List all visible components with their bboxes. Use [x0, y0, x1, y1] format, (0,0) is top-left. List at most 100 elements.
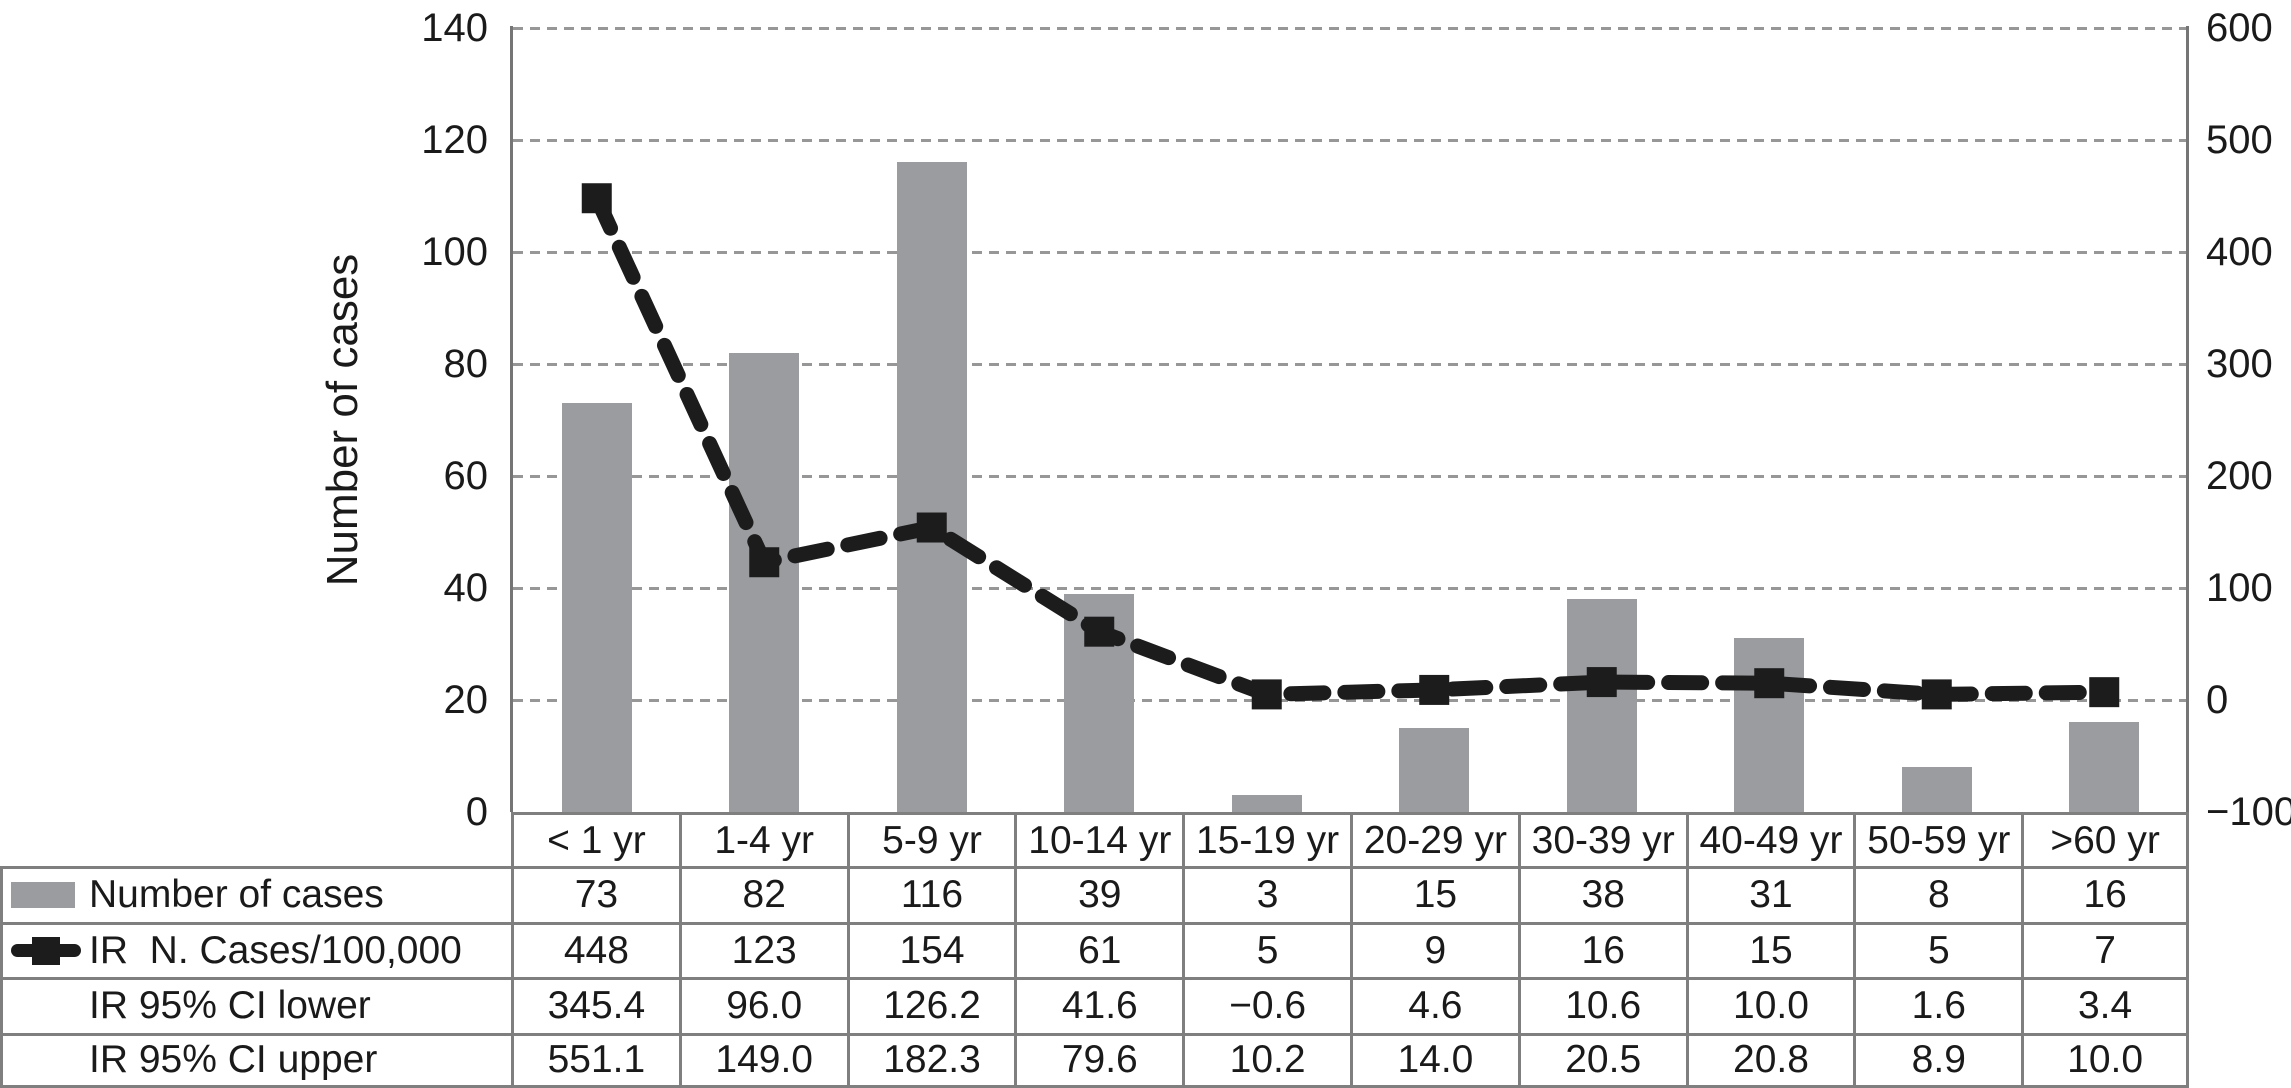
table-value-cell: 38 [1517, 866, 1686, 922]
bar [1064, 593, 1135, 812]
table-value-cell: 39 [1014, 866, 1183, 922]
category-header-cell: 30-39 yr [1517, 812, 1686, 866]
ir-line [589, 190, 2112, 702]
right-axis-tick-label: 500 [2206, 118, 2273, 162]
category-header-cell: 10-14 yr [1014, 812, 1183, 866]
table-value-cell: 5 [1182, 921, 1350, 977]
right-axis-tick-label: −100 [2206, 790, 2291, 834]
table-value-cell: 154 [846, 921, 1015, 977]
table-value-cell: 96.0 [678, 977, 847, 1033]
table-value-cell: 79.6 [1014, 1032, 1183, 1088]
row-label-text: IR N. Cases/100,000 [89, 928, 462, 972]
row-label-text: IR 95% CI upper [89, 1038, 378, 1082]
data-table: < 1 yr 1-4 yr 5-9 yr 10-14 yr 15-19 yr 20-29 … [0, 812, 2189, 1088]
legend-icon-slot [3, 944, 89, 958]
table-value-cell: 15 [1685, 921, 1854, 977]
table-value-cell: 16 [2021, 866, 2189, 922]
table-value-cell: 10.6 [1517, 977, 1686, 1033]
right-axis-tick-label: 600 [2206, 6, 2273, 50]
table-value-cell: 10.2 [1182, 1032, 1350, 1088]
table-value-cell: 31 [1685, 866, 1854, 922]
left-axis-tick-label: 60 [443, 454, 489, 498]
table-value-cell: 551.1 [511, 1032, 679, 1088]
gridline [513, 138, 2188, 142]
row-label-text: Number of cases [89, 873, 384, 917]
ir-marker [581, 183, 612, 214]
table-value-cell: 41.6 [1014, 977, 1183, 1033]
right-axis-tick-label: 0 [2206, 678, 2229, 722]
right-axis-tick-label: 400 [2206, 230, 2273, 274]
left-axis-tick-label: 40 [443, 566, 489, 610]
category-header-cell: 20-29 yr [1350, 812, 1518, 866]
row-label-cell: IR 95% CI lower [0, 977, 511, 1033]
gridline [513, 26, 2188, 30]
table-value-cell: 1.6 [1853, 977, 2022, 1033]
bar [729, 352, 800, 812]
table-header-spacer [0, 812, 511, 866]
table-value-cell: 5 [1853, 921, 2022, 977]
bar [1901, 767, 1972, 812]
table-value-cell: 14.0 [1350, 1032, 1518, 1088]
table-value-cell: 73 [511, 866, 679, 922]
right-axis-tick-label: 200 [2206, 454, 2273, 498]
table-value-cell: 10.0 [1685, 977, 1854, 1033]
table-value-cell: 16 [1517, 921, 1686, 977]
table-value-cell: 345.4 [511, 977, 679, 1033]
left-axis-tick-label: 120 [421, 118, 488, 162]
left-axis-tick-label: 140 [421, 6, 488, 50]
table-value-cell: 15 [1350, 866, 1518, 922]
bar [1734, 638, 1805, 812]
right-axis-line [2186, 26, 2189, 812]
left-axis-tick-label: 0 [465, 790, 488, 834]
table-value-cell: 20.8 [1685, 1032, 1854, 1088]
table-value-cell: 4.6 [1350, 977, 1518, 1033]
y-axis-title: Number of cases [318, 253, 367, 587]
bar [561, 403, 632, 812]
table-value-cell: 8 [1853, 866, 2022, 922]
legend-icon-slot [3, 882, 89, 909]
table-value-cell: 126.2 [846, 977, 1015, 1033]
table-value-cell: 61 [1014, 921, 1183, 977]
bar [1231, 795, 1302, 812]
ir-marker [1251, 679, 1282, 710]
category-header-cell: 40-49 yr [1685, 812, 1854, 866]
table-value-cell: 20.5 [1517, 1032, 1686, 1088]
bar [1566, 599, 1637, 812]
table-value-cell: −0.6 [1182, 977, 1350, 1033]
ir-markers [581, 183, 2120, 710]
right-axis-tick-label: 100 [2206, 566, 2273, 610]
table-value-cell: 10.0 [2021, 1032, 2189, 1088]
table-value-cell: 3 [1182, 866, 1350, 922]
table-value-cell: 9 [1350, 921, 1518, 977]
category-header-cell: 15-19 yr [1182, 812, 1350, 866]
category-header-cell: >60 yr [2021, 812, 2189, 866]
ir-marker [1921, 679, 1952, 710]
category-header-cell: 5-9 yr [846, 812, 1015, 866]
table-value-cell: 8.9 [1853, 1032, 2022, 1088]
row-label-cell: IR 95% CI upper [0, 1032, 511, 1088]
bar [896, 162, 967, 812]
category-header-cell: 50-59 yr [1853, 812, 2022, 866]
table-value-cell: 7 [2021, 921, 2189, 977]
table-value-cell: 448 [511, 921, 679, 977]
right-axis-tick-label: 300 [2206, 342, 2273, 386]
table-value-cell: 82 [678, 866, 847, 922]
category-header-cell: < 1 yr [511, 812, 679, 866]
table-value-cell: 149.0 [678, 1032, 847, 1088]
gridline [513, 250, 2188, 254]
ir-marker [2089, 677, 2120, 708]
table-value-cell: 182.3 [846, 1032, 1015, 1088]
table-value-cell: 3.4 [2021, 977, 2189, 1033]
left-axis-tick-label: 20 [443, 678, 489, 722]
category-header-cell: 1-4 yr [678, 812, 847, 866]
left-axis-tick-label: 100 [421, 230, 488, 274]
bar-legend-swatch-icon [11, 882, 75, 909]
row-label-text: IR 95% CI lower [89, 984, 371, 1028]
table-value-cell: 123 [678, 921, 847, 977]
line-marker-legend-icon [11, 944, 81, 958]
table-value-cell: 116 [846, 866, 1015, 922]
bar [1399, 728, 1470, 812]
left-axis-tick-label: 80 [443, 342, 489, 386]
row-label-cell: IR N. Cases/100,000 [0, 921, 511, 977]
